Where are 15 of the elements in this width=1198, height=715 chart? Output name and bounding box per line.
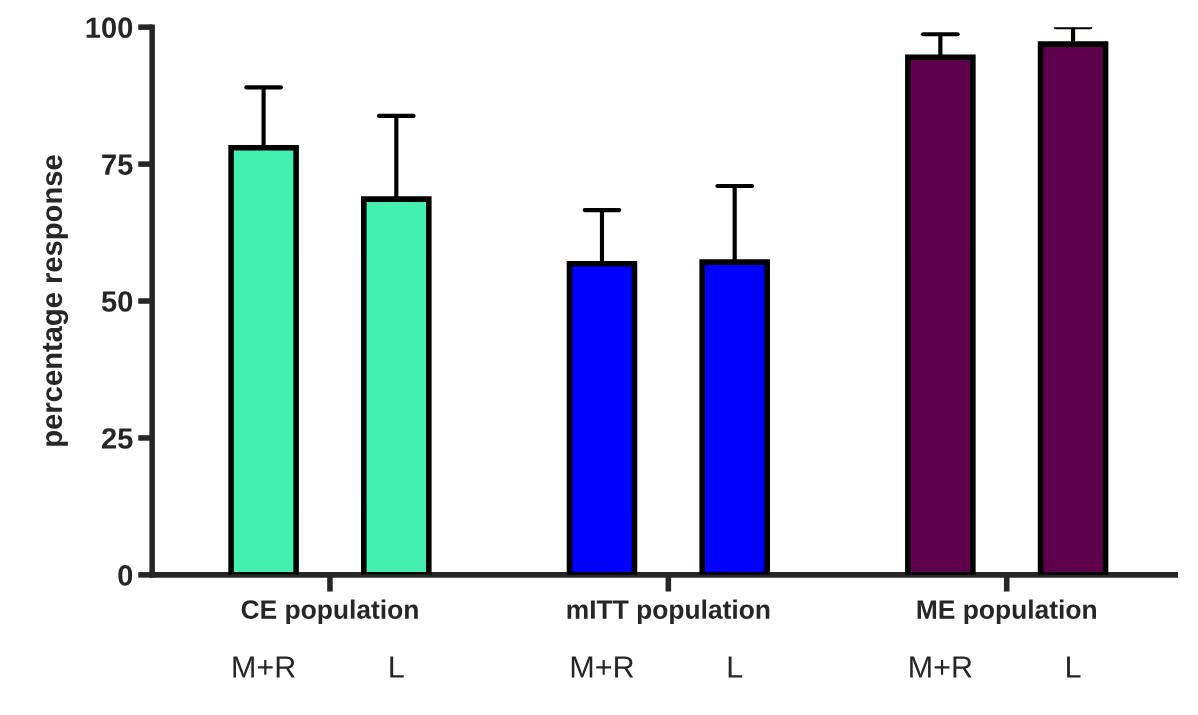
text: mITT population [567,599,770,625]
x-tick-label: M+R [571,656,634,678]
y-tick-label: 100 [86,17,133,39]
x-tick-label: M+R [233,656,295,678]
x-tick-label: L [390,656,404,678]
y-axis-title: percentage response [42,155,69,446]
y-tick-label: 75 [102,154,133,175]
x-tick-label: L [1067,656,1081,678]
text: CE population [241,599,418,625]
x-tick-label: M+R [910,656,972,678]
x-tick-label: L [728,656,743,678]
text: ME population [917,599,1096,625]
y-tick-label: 0 [118,565,133,586]
y-tick-label: 25 [101,428,133,449]
y-tick-label: 50 [101,291,133,312]
